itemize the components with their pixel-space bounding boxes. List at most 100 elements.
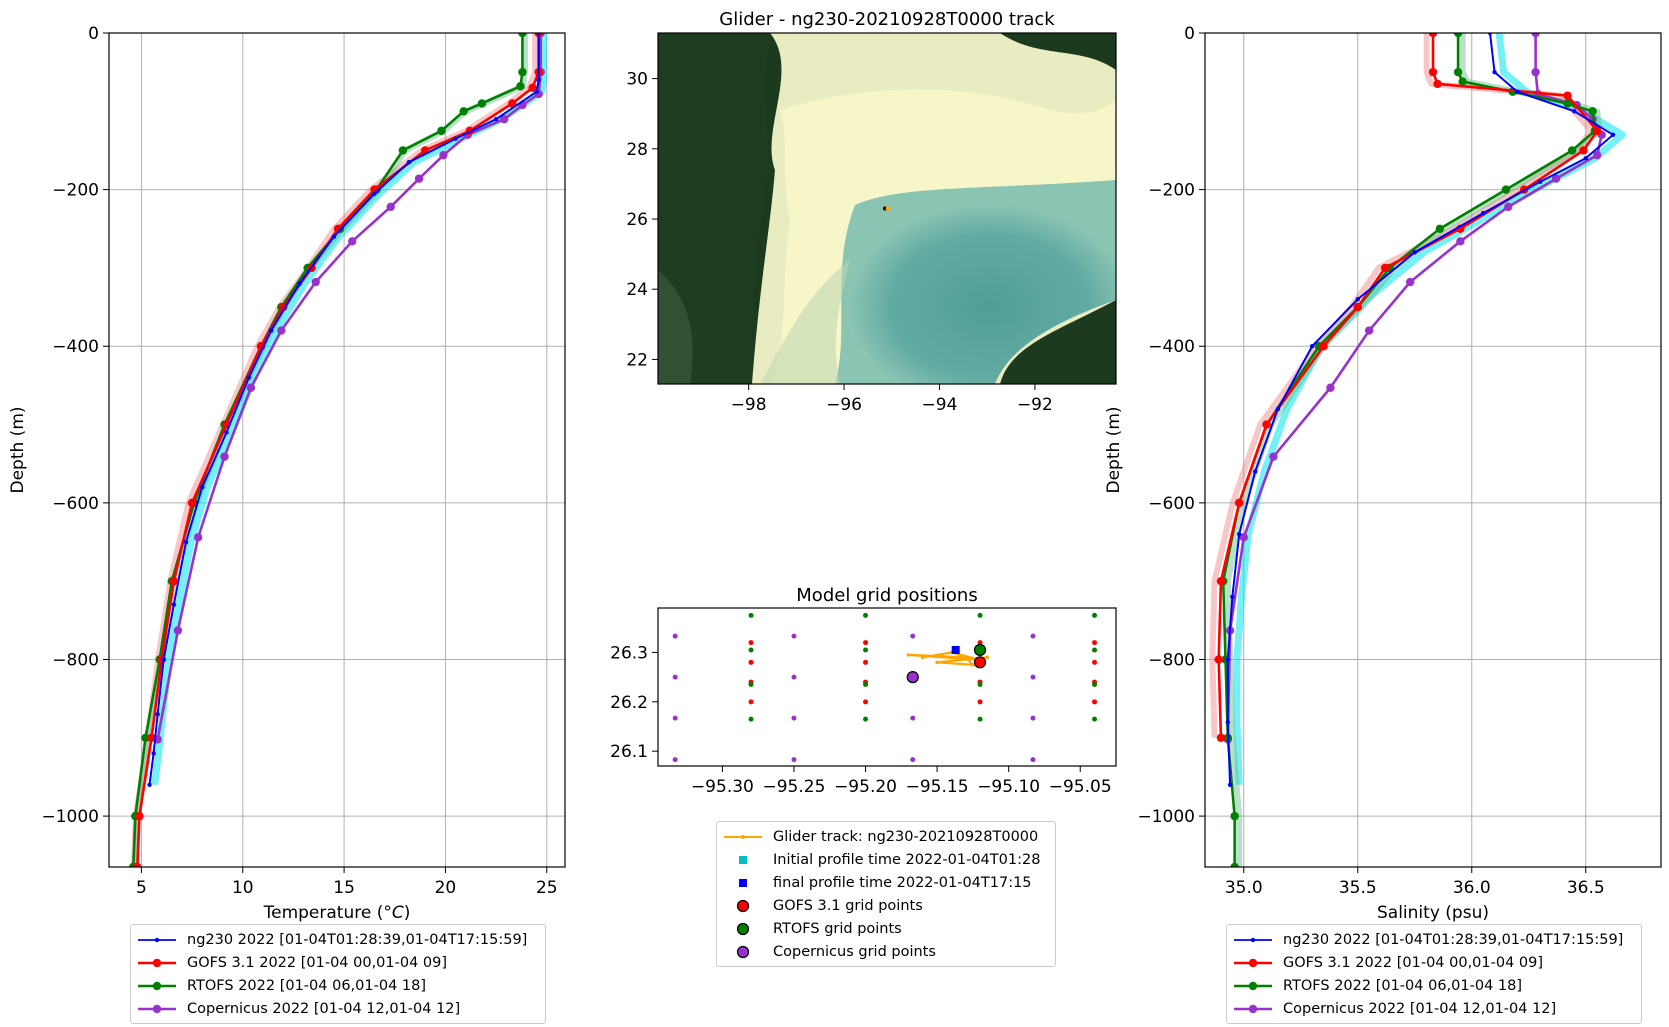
- rtofs-grid-point: [748, 716, 754, 722]
- grid-tick-label-x: −95.25: [763, 777, 826, 797]
- series-point-2: [398, 146, 408, 155]
- legend-entry: RTOFS 2022 [01-04 06,01-04 18]: [137, 974, 539, 997]
- series-point-3: [1531, 67, 1540, 77]
- series-point-0: [1610, 132, 1616, 138]
- rtofs-grid-point: [1092, 716, 1098, 722]
- series-point-0: [331, 234, 337, 239]
- grid-legend-label: RTOFS grid points: [773, 920, 902, 937]
- series-point-1: [133, 862, 142, 867]
- series-point-2: [518, 67, 527, 77]
- series-point-0: [1412, 250, 1417, 255]
- glider-scatter-band: [151, 33, 548, 786]
- grid-legend-swatch: [736, 922, 750, 935]
- temperature-legend: ng230 2022 [01-04T01:28:39,01-04T17:15:5…: [130, 924, 546, 1024]
- tick-label-x: 20: [435, 878, 457, 898]
- legend-label: ng230 2022 [01-04T01:28:39,01-04T17:15:5…: [1283, 931, 1624, 948]
- series-point-3: [220, 452, 229, 461]
- series-point-2: [437, 126, 446, 136]
- tick-label-x: 36.0: [1453, 878, 1491, 898]
- legend-marker: [739, 878, 747, 887]
- series-point-1: [187, 498, 197, 508]
- legend-label: Copernicus 2022 [01-04 12,01-04 12]: [1283, 1000, 1557, 1017]
- tick-label-y: −200: [52, 181, 99, 201]
- series-point-1: [1563, 91, 1572, 100]
- map-deep-water: [835, 180, 1116, 384]
- series-point-2: [477, 99, 487, 108]
- series-point-1: [1380, 263, 1390, 273]
- legend-swatch: [1234, 1004, 1272, 1013]
- copernicus-grid-point: [910, 633, 916, 639]
- copernicus-grid-point: [910, 757, 916, 763]
- grid-tick-label-y: 26.1: [610, 742, 648, 762]
- map-axes-frame: [657, 32, 1117, 385]
- salinity-profile-panel: 35.0 35.5 36.0 36.5 0 −200 −400 −600 −800 −1000 S…: [1104, 24, 1662, 923]
- series-point-3: [1531, 33, 1540, 38]
- series-point-1: [1433, 79, 1442, 89]
- legend-swatch: [1234, 981, 1272, 990]
- copernicus-grid-point: [791, 633, 797, 639]
- salinity-ticks: 35.0 35.5 36.0 36.5 0 −200 −400 −600 −800 −1000: [1137, 24, 1604, 898]
- series-point-2: [1230, 811, 1239, 821]
- glider-track-map-panel: Glider - ng230-20210928T0000 track −98 −9…: [626, 9, 1117, 415]
- temperature-profile-panel: 5 10 15 20 25 0 −200 −400 −600 −800 −1000 Temperat…: [8, 24, 566, 923]
- series-point-3: [1364, 326, 1374, 335]
- grid-legend-label: final profile time 2022-01-04T17:15: [773, 874, 1032, 891]
- gofs-grid-point: [1092, 699, 1098, 705]
- series-point-2: [1453, 33, 1463, 38]
- series-point-1: [169, 576, 179, 586]
- legend-marker: [736, 922, 750, 935]
- final-profile-marker: [951, 645, 960, 654]
- series-point-0: [1275, 406, 1281, 412]
- grid-title: Model grid positions: [796, 585, 977, 606]
- legend-marker: [736, 945, 750, 958]
- series-point-2: [1501, 185, 1511, 194]
- copernicus-grid-point: [1030, 715, 1036, 721]
- rtofs-grid-point: [977, 682, 983, 688]
- copernicus-grid-point: [1030, 757, 1036, 763]
- series-point-1: [279, 302, 288, 312]
- map-land-top: [1000, 33, 1116, 70]
- grid-legend-swatch: [739, 878, 747, 887]
- map-tick-label-y: 24: [626, 280, 648, 300]
- tick-label-y: −1000: [1137, 807, 1195, 827]
- series-point-0: [1230, 594, 1235, 600]
- legend-marker: [152, 1004, 162, 1013]
- map-land-west: [658, 33, 770, 384]
- rtofs-nearest-point: [973, 643, 987, 657]
- series-point-1: [1216, 576, 1226, 586]
- glider-track-point: [985, 655, 989, 660]
- legend-label: GOFS 3.1 2022 [01-04 00,01-04 09]: [1283, 954, 1544, 971]
- glider-track-point: [906, 653, 911, 657]
- gofs-grid-point: [1092, 659, 1098, 665]
- grid-legend-swatch: [736, 899, 750, 912]
- map-image: [658, 33, 1116, 384]
- grid-legend-entry: Initial profile time 2022-01-04T01:28: [723, 848, 1049, 871]
- series-point-3: [1551, 174, 1561, 183]
- legend-marker: [1250, 937, 1256, 942]
- rtofs-grid-point: [977, 612, 983, 618]
- grid-tick-label-x: −95.30: [691, 777, 754, 797]
- legend-marker: [1248, 1004, 1258, 1013]
- copernicus-grid-point: [910, 715, 916, 721]
- series-point-0: [406, 160, 412, 165]
- map-tick-label-x: −98: [731, 395, 767, 415]
- series-point-3: [348, 237, 357, 246]
- series-point-3: [1592, 150, 1602, 160]
- copernicus-grid-point: [672, 715, 678, 721]
- legend-entry: Copernicus 2022 [01-04 12,01-04 12]: [1233, 997, 1635, 1020]
- map-tick-label-y: 22: [626, 350, 648, 370]
- gofs-grid-point: [748, 659, 754, 665]
- tick-label-y: −600: [52, 494, 99, 514]
- series-point-0: [224, 430, 229, 435]
- copernicus-grid-point: [672, 674, 678, 680]
- series-point-0: [183, 539, 189, 545]
- series-point-3: [1456, 237, 1465, 246]
- legend-swatch: [138, 981, 176, 990]
- series-point-0: [1227, 782, 1233, 787]
- rtofs-grid-point: [1092, 612, 1098, 618]
- rtofs-grid-point: [863, 682, 869, 688]
- series-point-2: [1453, 67, 1463, 77]
- tick-label-x: 15: [333, 878, 355, 898]
- series-point-1: [1214, 655, 1223, 664]
- series-point-1: [1592, 126, 1602, 136]
